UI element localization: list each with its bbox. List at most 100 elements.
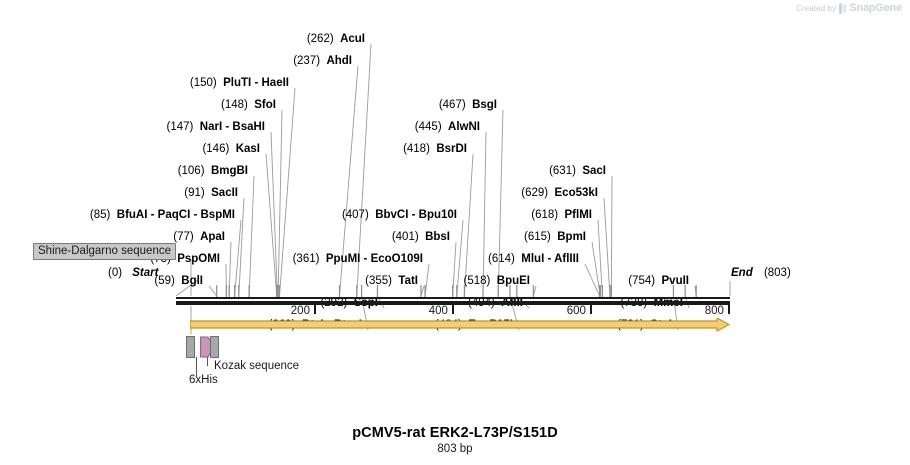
- leader-line: [456, 219, 464, 297]
- orf-arrow[interactable]: [190, 318, 730, 332]
- ruler-tick: [727, 305, 730, 314]
- leader-line: [610, 175, 613, 297]
- enzyme-site-tick: [276, 285, 279, 297]
- backbone-bar: [176, 301, 730, 305]
- leader-line: [228, 241, 232, 297]
- enzyme-site-tick: [424, 285, 426, 297]
- enzyme-label-eco53ki[interactable]: (629) Eco53kI: [521, 187, 598, 199]
- enzyme-site-tick: [610, 285, 612, 297]
- enzyme-label-bbsi[interactable]: (401) BbsI: [391, 231, 450, 243]
- enzyme-site-tick: [338, 285, 341, 297]
- enzyme-site-tick: [532, 285, 534, 297]
- ruler-label: 800: [704, 305, 724, 317]
- leader-line: [234, 219, 242, 297]
- ruler-tick: [589, 305, 592, 314]
- start-marker: (0) Start: [108, 267, 158, 279]
- leader-line: [420, 285, 425, 297]
- feature-label-shine-dalgarno[interactable]: Shine-Dalgarno sequence: [33, 243, 176, 260]
- page-title: pCMV5-rat ERK2-L73P/S151D: [352, 425, 558, 441]
- enzyme-label-bfuai-paqci-bspmi[interactable]: (85) BfuAI - PaqCI - BspMI: [89, 209, 235, 221]
- ruler-label: 400: [428, 305, 448, 317]
- kozak-leader-tick: [207, 357, 208, 366]
- enzyme-site-tick: [234, 285, 236, 297]
- enzyme-label-acui[interactable]: (262) AcuI: [306, 33, 365, 45]
- enzyme-label-bpuei[interactable]: (518) BpuEI: [463, 275, 530, 287]
- end-marker: End (803): [731, 267, 791, 279]
- enzyme-label-bmgbi[interactable]: (106) BmgBI: [177, 165, 248, 177]
- enzyme-site-tick: [276, 285, 278, 297]
- ruler-label: 600: [566, 305, 586, 317]
- feature-label-kozak: Kozak sequence: [214, 360, 300, 372]
- leader-line: [532, 285, 537, 297]
- ruler-tick: [313, 305, 316, 314]
- enzyme-site-tick: [452, 285, 454, 297]
- enzyme-site-tick: [599, 285, 601, 297]
- enzyme-label-tati[interactable]: (355) TatI: [365, 275, 418, 287]
- end-pos: (803): [763, 267, 791, 279]
- ruler-label: 200: [290, 305, 310, 317]
- enzyme-label-pvuii[interactable]: (754) PvuII: [628, 275, 689, 287]
- leader-line: [208, 285, 218, 297]
- enzyme-label-bbvci-bpu10i[interactable]: (407) BbvCI - Bpu10I: [341, 209, 457, 221]
- leader-line: [597, 219, 603, 297]
- enzyme-label-sacii[interactable]: (91) SacII: [184, 187, 238, 199]
- enzyme-label-alwni[interactable]: (445) AlwNI: [414, 121, 480, 133]
- enzyme-label-pluti-haeii[interactable]: (150) PluTI - HaeII: [189, 77, 289, 89]
- leader-line: [277, 109, 283, 297]
- ruler-tick: [451, 305, 454, 314]
- leader-line: [591, 241, 601, 297]
- enzyme-site-tick: [248, 285, 250, 297]
- feature-label-6xhis: 6xHis: [189, 374, 218, 386]
- leader-line: [424, 263, 430, 297]
- backbone-line-top: [176, 297, 730, 299]
- enzyme-site-tick: [278, 285, 281, 297]
- enzyme-label-bgli[interactable]: (59) BglI: [154, 275, 203, 287]
- enzyme-site-tick: [238, 285, 240, 297]
- enzyme-label-bsrdi[interactable]: (418) BsrDI: [403, 143, 467, 155]
- enzyme-site-tick: [420, 285, 422, 297]
- enzyme-label-nari-bsahi[interactable]: (147) NarI - BsaHI: [166, 121, 265, 133]
- leader-line: [265, 153, 278, 297]
- leader-line: [452, 241, 457, 297]
- enzyme-label-pflmi[interactable]: (618) PflMI: [531, 209, 592, 221]
- snapgene-watermark: Created by SnapGene: [796, 2, 902, 14]
- enzyme-label-kasi[interactable]: (146) KasI: [202, 143, 260, 155]
- enzyme-label-saci[interactable]: (631) SacI: [549, 165, 606, 177]
- snapgene-logo-icon: [839, 2, 846, 14]
- enzyme-label-apai[interactable]: (77) ApaI: [173, 231, 225, 243]
- enzyme-site-tick: [356, 285, 358, 297]
- start-label: Start: [132, 267, 159, 279]
- watermark-prefix: Created by: [796, 3, 837, 13]
- enzyme-label-bsgi[interactable]: (467) BsgI: [438, 99, 497, 111]
- enzyme-label-ppumi-ecoo109i[interactable]: (361) PpuMI - EcoO109I: [292, 253, 423, 265]
- enzyme-site-tick: [609, 285, 611, 297]
- feature-box-right[interactable]: [210, 336, 219, 358]
- enzyme-site-tick: [360, 285, 363, 297]
- leader-line: [603, 197, 611, 297]
- enzyme-site-tick: [277, 285, 279, 297]
- enzyme-site-tick: [599, 285, 601, 297]
- leader-line: [482, 131, 487, 297]
- enzyme-label-sfoi[interactable]: (148) SfoI: [221, 99, 276, 111]
- start-pos: (0): [108, 267, 123, 279]
- watermark-brand: SnapGene: [849, 2, 902, 14]
- enzyme-site-tick: [456, 285, 458, 297]
- enzyme-label-mlui-afliii[interactable]: (614) MluI - AflIII: [488, 253, 579, 265]
- enzyme-site-tick: [216, 285, 218, 297]
- enzyme-site-tick: [225, 285, 227, 297]
- leader-line: [238, 197, 245, 297]
- enzyme-site-tick: [228, 285, 230, 297]
- leader-line: [248, 175, 255, 297]
- leader-line: [694, 285, 697, 297]
- enzyme-label-bpmi[interactable]: (615) BpmI: [524, 231, 586, 243]
- enzyme-label-ahdi[interactable]: (237) AhdI: [293, 55, 352, 67]
- enzyme-site-tick: [695, 285, 697, 297]
- 6xhis-leader-tick: [196, 357, 197, 377]
- enzyme-site-tick: [601, 285, 603, 297]
- end-label: End: [731, 267, 753, 279]
- leader-line: [270, 131, 278, 297]
- page-subtitle: 803 bp: [437, 443, 473, 455]
- feature-6xhis-box[interactable]: [186, 336, 195, 358]
